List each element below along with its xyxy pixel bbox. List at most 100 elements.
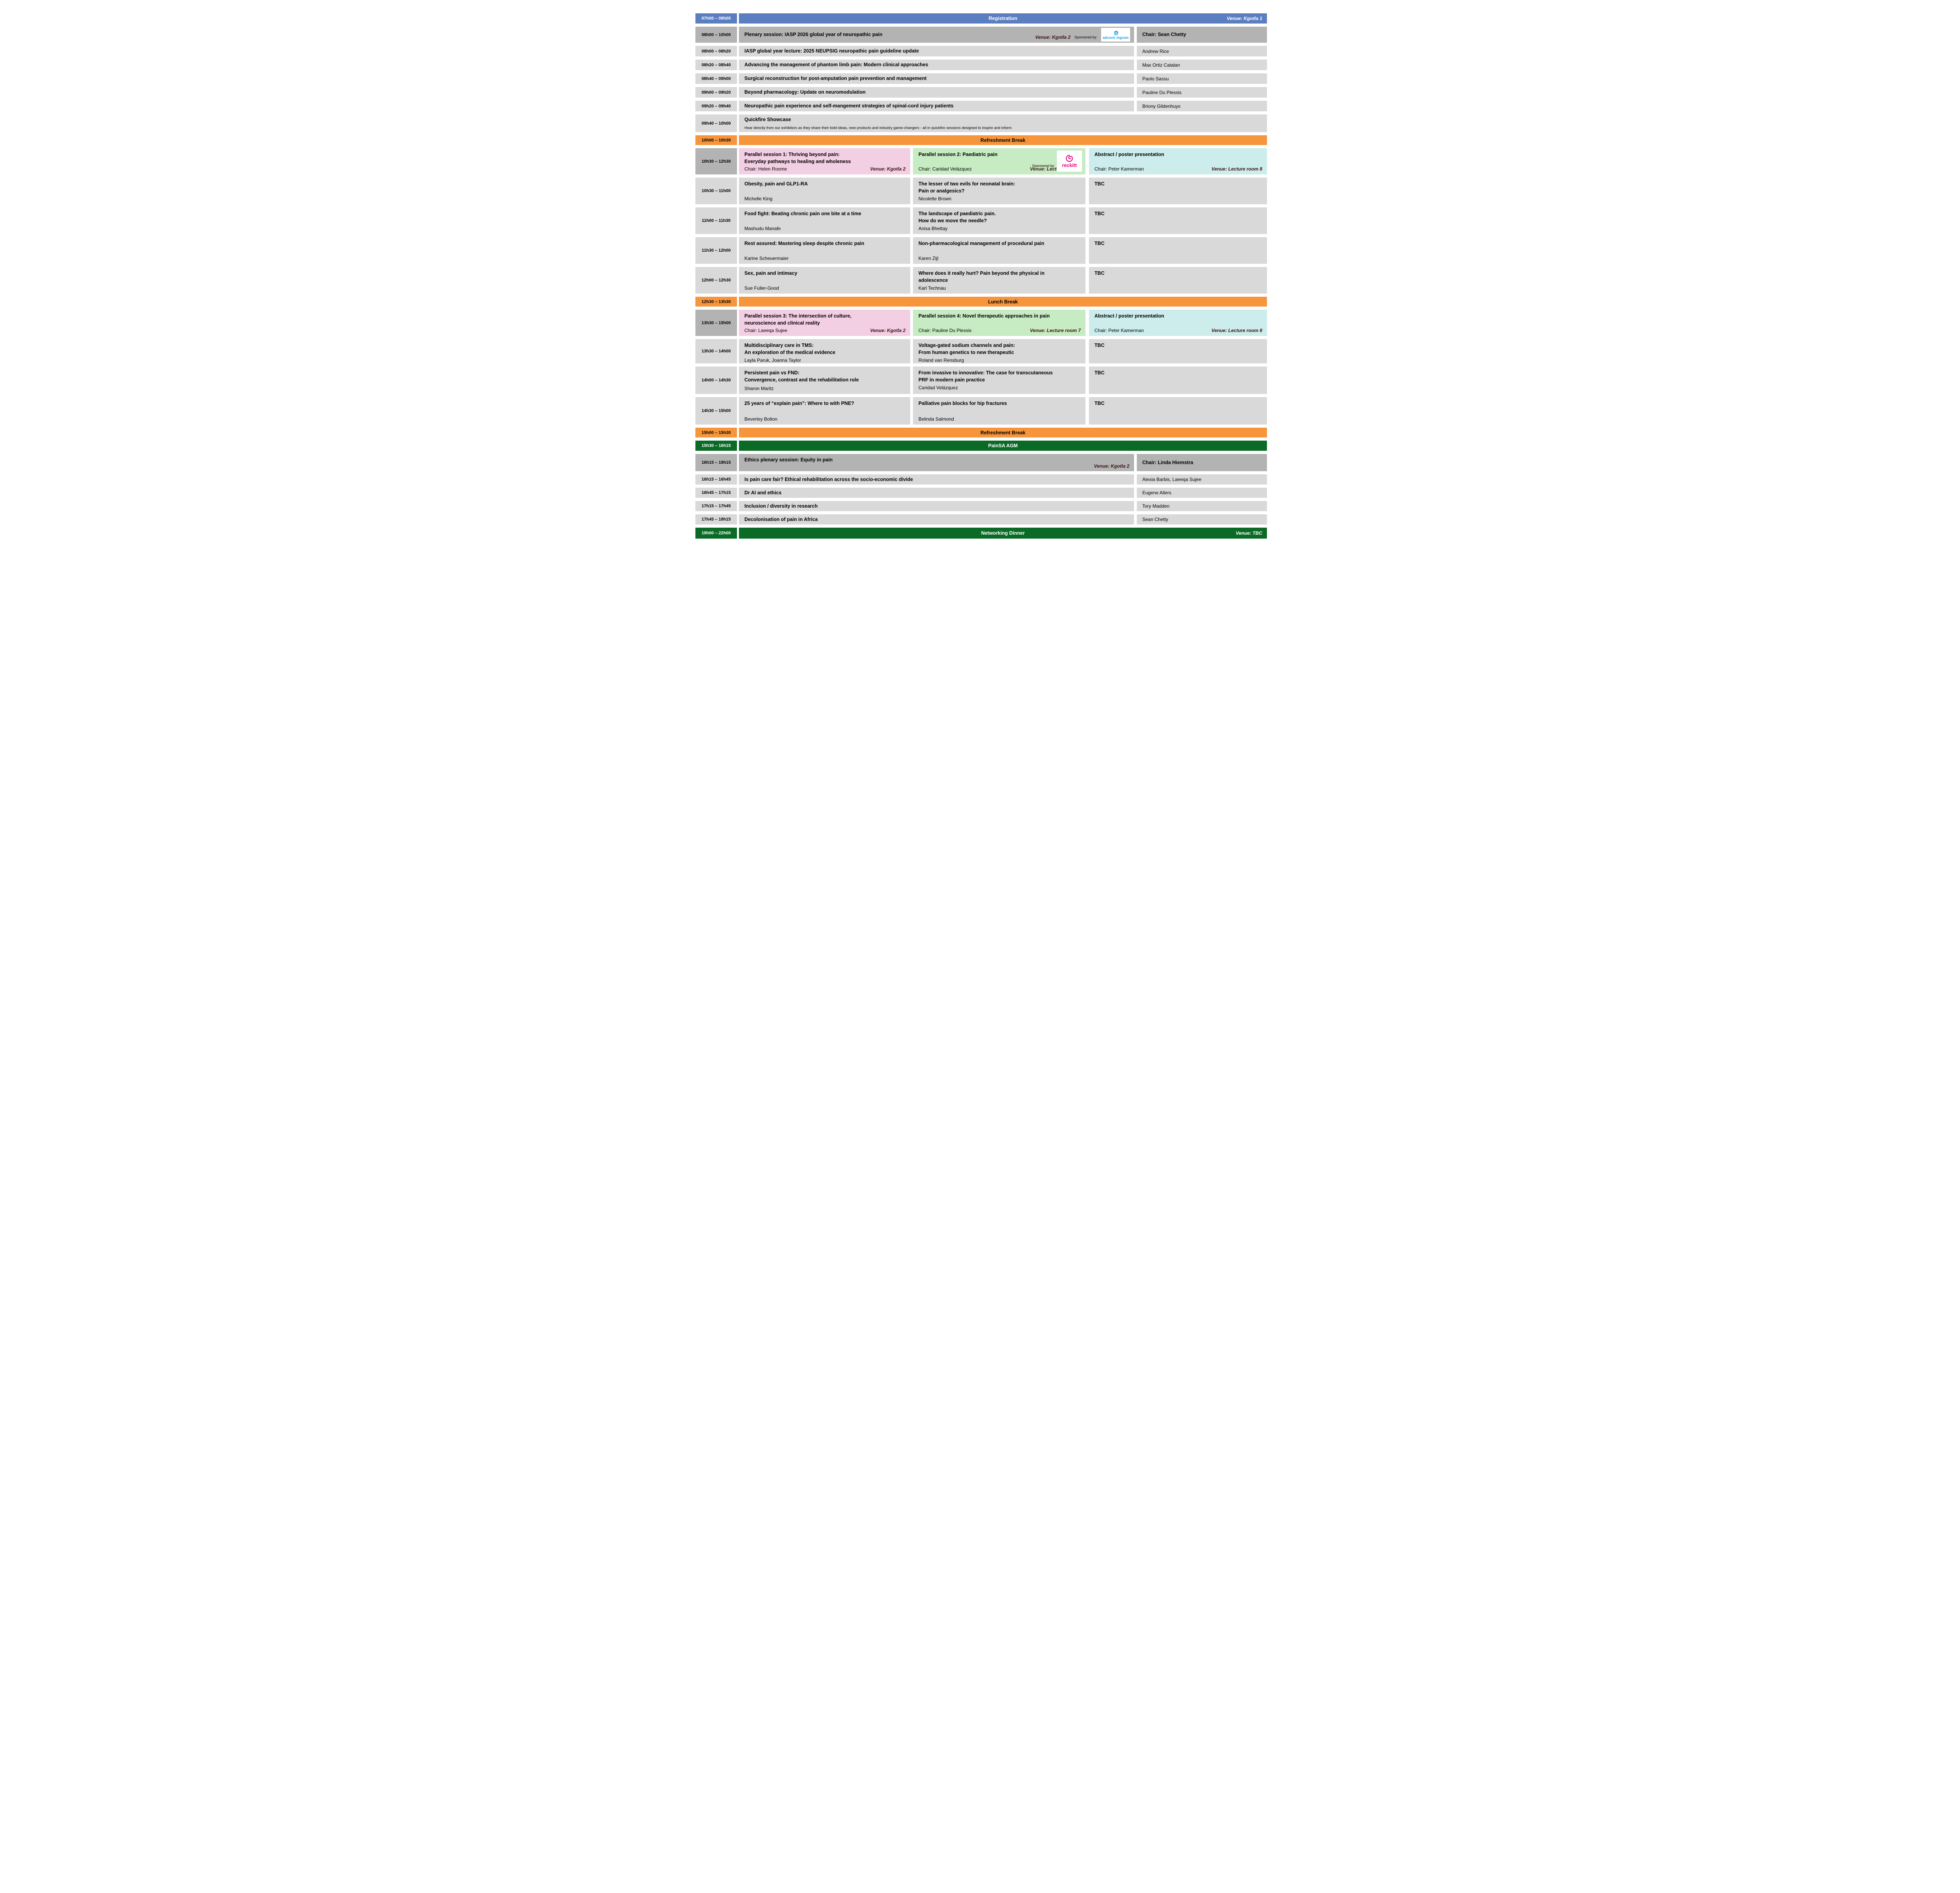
session-title: Abstract / poster presentation <box>1094 313 1262 320</box>
registration-banner: Registration Venue: Kgotla 1 <box>739 13 1267 24</box>
talk-cell: Voltage-gated sodium channels and pain: … <box>913 339 1085 363</box>
time-label: 16h15 – 18h15 <box>695 454 737 471</box>
session-title: Surgical reconstruction for post-amputat… <box>744 76 927 82</box>
time-label: 16h15 – 16h45 <box>695 474 737 485</box>
time-label: 17h45 – 18h15 <box>695 514 737 525</box>
session-meta: Chair: Laeeqa Sujee Venue: Kgotla 2 <box>744 328 906 333</box>
row-content: Decolonisation of pain in Africa Sean Ch… <box>739 514 1267 525</box>
time-label: 07h00 – 08h00 <box>695 13 737 24</box>
row-content: Is pain care fair? Ethical rehabilitatio… <box>739 474 1267 485</box>
plenary-header-row: 08h00 – 10h00 Plenary session: IASP 2026… <box>695 27 1267 43</box>
dinner-banner: Networking Dinner Venue: TBC <box>739 528 1267 539</box>
speaker-cell: Briony Gildenhuys <box>1137 101 1267 111</box>
time-label: 12h30 – 13h30 <box>695 297 737 307</box>
banner-title: Refreshment Break <box>980 430 1025 436</box>
talk-cell: TBC <box>1089 367 1267 394</box>
session-title: Neuropathic pain experience and self-man… <box>744 103 954 109</box>
session-title-line1: Abstract / poster presentation <box>1094 313 1164 319</box>
agm-row: 15h30 – 16h15 PainSA AGM <box>695 441 1267 451</box>
sponsor-name: adcock ingram <box>1102 35 1129 40</box>
venue-label: Venue: Lecture room 8 <box>1211 166 1262 172</box>
session-title: Ethics plenary session: Equity in pain <box>744 457 833 463</box>
time-label: 14h00 – 14h30 <box>695 367 737 394</box>
session-title: Parallel session 1: Thriving beyond pain… <box>744 151 906 165</box>
speaker-cell: Tory Madden <box>1137 501 1267 511</box>
session-meta: Chair: Peter Kamerman Venue: Lecture roo… <box>1094 328 1262 333</box>
parallel-row: 11h00 – 11h30 Food fight: Beating chroni… <box>695 207 1267 234</box>
session-title: Dr AI and ethics <box>744 490 782 495</box>
speaker-name: Michelle King <box>744 196 773 201</box>
speaker-name: Karl Technau <box>918 285 946 291</box>
time-label: 11h30 – 12h00 <box>695 237 737 264</box>
talk-cell: Palliative pain blocks for hip fractures… <box>913 397 1085 425</box>
talk-cell: The lesser of two evils for neonatal bra… <box>913 178 1085 204</box>
talk-cell: Where does it really hurt? Pain beyond t… <box>913 267 1085 294</box>
speaker-name: Eugene Allers <box>1142 490 1172 495</box>
speaker-name: Anisa Bhettay <box>918 226 948 231</box>
row-content: Ethics plenary session: Equity in pain V… <box>739 454 1267 471</box>
sponsored-by-label: Sponsored by: <box>1074 35 1097 39</box>
row-content: Multidisciplinary care in TMS: An explor… <box>739 339 1267 363</box>
sponsor-name: reckitt <box>1062 163 1077 169</box>
row-content: Neuropathic pain experience and self-man… <box>739 101 1267 111</box>
parallel-session-4-header: Parallel session 4: Novel therapeutic ap… <box>913 310 1085 336</box>
time-label: 13h30 – 14h00 <box>695 339 737 363</box>
session-title: Parallel session 2: Paediatric pain <box>918 151 1081 158</box>
talk-title: Rest assured: Mastering sleep despite ch… <box>744 240 906 247</box>
break-banner: Refreshment Break <box>739 428 1267 437</box>
venue-label: Venue: Kgotla 2 <box>870 328 906 333</box>
banner-title: Networking Dinner <box>981 530 1025 536</box>
row-content: PainSA AGM <box>739 441 1267 451</box>
session-title: Inclusion / diversity in research <box>744 503 818 509</box>
speaker-name: Beverley Bolton <box>744 416 778 422</box>
break-banner: Refreshment Break <box>739 135 1267 145</box>
session-row: 08h00 – 08h20 IASP global year lecture: … <box>695 46 1267 56</box>
parallel-session-2-header: Parallel session 2: Paediatric pain Spon… <box>913 148 1085 174</box>
parallel-row: 12h00 – 12h30 Sex, pain and intimacy Sue… <box>695 267 1267 294</box>
session-row: 16h45 – 17h15 Dr AI and ethics Eugene Al… <box>695 488 1267 498</box>
chair-cell: Chair: Linda Hiemstra <box>1137 454 1267 471</box>
talk-title-line1: From invasive to innovative: The case fo… <box>918 370 1053 376</box>
talk-title: Food fight: Beating chronic pain one bit… <box>744 211 906 218</box>
quickfire-cell: Quickfire Showcase Hear directly from ou… <box>739 114 1267 132</box>
ethics-header-row: 16h15 – 18h15 Ethics plenary session: Eq… <box>695 454 1267 471</box>
row-content: Parallel session 3: The intersection of … <box>739 310 1267 336</box>
talk-cell: Obesity, pain and GLP1-RA Michelle King <box>739 178 910 204</box>
talk-cell: TBC <box>1089 397 1267 425</box>
break-banner: Lunch Break <box>739 297 1267 307</box>
talk-cell: TBC <box>1089 267 1267 294</box>
break-row: 12h30 – 13h30 Lunch Break <box>695 297 1267 307</box>
speaker-name: Tory Madden <box>1142 503 1170 509</box>
talk-title-line1: Voltage-gated sodium channels and pain: <box>918 343 1015 348</box>
talk-title: TBC <box>1094 181 1105 187</box>
time-label: 10h30 – 11h00 <box>695 178 737 204</box>
row-content: Networking Dinner Venue: TBC <box>739 528 1267 539</box>
time-label: 14h30 – 15h00 <box>695 397 737 425</box>
chair-label: Chair: Pauline Du Plessis <box>918 328 972 333</box>
talk-title: Non-pharmacological management of proced… <box>918 240 1081 247</box>
time-label: 15h00 – 15h30 <box>695 428 737 437</box>
venue-label: Venue: Kgotla 1 <box>1227 16 1262 21</box>
session-title: Beyond pharmacology: Update on neuromodu… <box>744 89 866 95</box>
row-content: Advancing the management of phantom limb… <box>739 60 1267 70</box>
row-content: Quickfire Showcase Hear directly from ou… <box>739 114 1267 132</box>
talk-title: Voltage-gated sodium channels and pain: … <box>918 342 1081 356</box>
time-label: 12h00 – 12h30 <box>695 267 737 294</box>
talk-cell: Multidisciplinary care in TMS: An explor… <box>739 339 910 363</box>
time-label: 09h00 – 09h20 <box>695 87 737 98</box>
banner-title: Lunch Break <box>988 299 1018 305</box>
session-title-cell: Is pain care fair? Ethical rehabilitatio… <box>739 474 1134 485</box>
speaker-cell: Sean Chetty <box>1137 514 1267 525</box>
row-content: Refreshment Break <box>739 135 1267 145</box>
session-row: 17h15 – 17h45 Inclusion / diversity in r… <box>695 501 1267 511</box>
talk-title: TBC <box>1094 343 1105 348</box>
talk-title-line1: Persistent pain vs FND: <box>744 370 800 376</box>
session-meta: Chair: Pauline Du Plessis Venue: Lecture… <box>918 328 1081 333</box>
row-content: Lunch Break <box>739 297 1267 307</box>
talk-cell: The landscape of paediatric pain. How do… <box>913 207 1085 234</box>
talk-cell: Food fight: Beating chronic pain one bit… <box>739 207 910 234</box>
row-content: Rest assured: Mastering sleep despite ch… <box>739 237 1267 264</box>
session-title: Advancing the management of phantom limb… <box>744 62 928 68</box>
talk-title-line2: An exploration of the medical evidence <box>744 349 836 355</box>
session-row: 16h15 – 16h45 Is pain care fair? Ethical… <box>695 474 1267 485</box>
